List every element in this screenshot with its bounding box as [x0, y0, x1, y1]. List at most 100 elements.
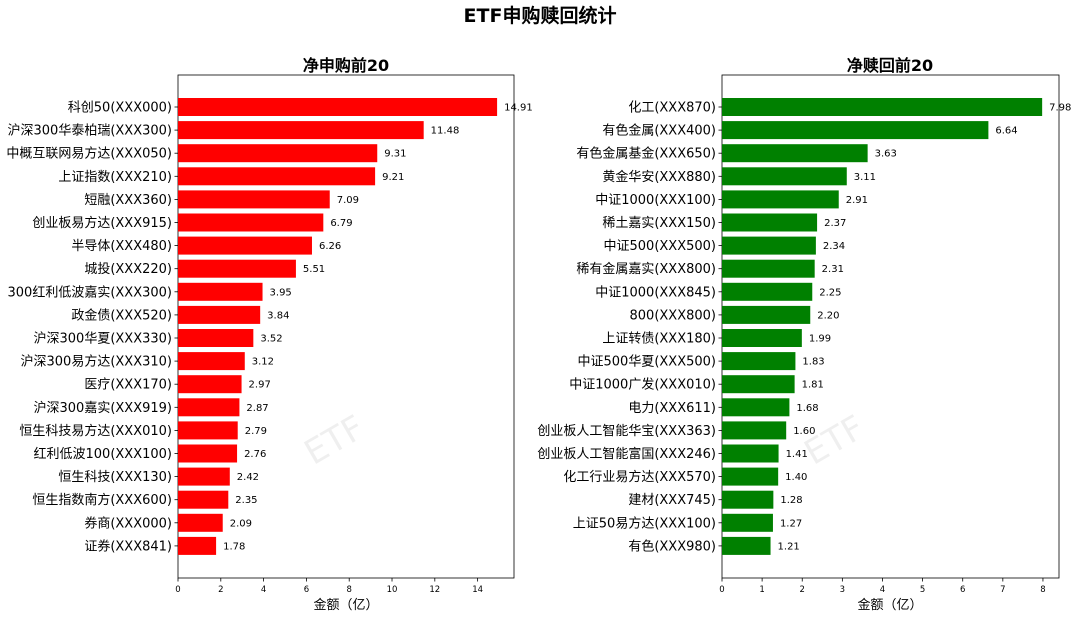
value-label: 1.81	[802, 380, 824, 391]
y-tick-label: 中证1000(XXX845)	[595, 285, 716, 300]
bar	[722, 352, 796, 371]
bar	[178, 375, 242, 394]
y-tick-label: 沪深300易方达(XXX310)	[21, 354, 173, 370]
bar	[722, 190, 839, 209]
y-tick-label: 有色金属基金(XXX650)	[576, 146, 716, 162]
x-axis-label: 金额（亿）	[857, 597, 922, 613]
plot-area	[721, 74, 1060, 579]
panel-title: 净赎回前20	[847, 56, 933, 75]
bar	[722, 305, 811, 324]
value-label: 6.64	[995, 126, 1017, 137]
y-tick-label: 有色金属(XXX400)	[602, 123, 716, 139]
y-tick-label: 中证1000广发(XXX010)	[569, 377, 716, 393]
bar	[178, 167, 376, 186]
bar	[178, 190, 330, 209]
y-tick-label: 化工(XXX870)	[628, 101, 716, 116]
x-tick-label: 6	[304, 585, 309, 595]
bar	[722, 398, 790, 417]
bar	[178, 444, 238, 463]
value-label: 3.52	[260, 334, 282, 345]
bar	[178, 329, 254, 347]
y-tick-label: 有色(XXX980)	[628, 538, 716, 554]
y-tick-label: 科创50(XXX000)	[68, 101, 172, 116]
value-label: 5.51	[303, 264, 325, 275]
bar	[178, 213, 324, 232]
bar	[178, 352, 245, 371]
value-label: 3.11	[854, 172, 876, 183]
y-tick-label: 创业板易方达(XXX915)	[32, 215, 172, 231]
value-label: 1.60	[793, 426, 815, 437]
y-tick-label: 红利低波100(XXX100)	[34, 446, 173, 462]
bar	[722, 282, 813, 301]
y-tick-label: 政金债(XXX520)	[71, 307, 172, 323]
bar	[722, 513, 773, 532]
value-label: 2.20	[817, 310, 839, 321]
x-tick-label: 4	[261, 585, 266, 595]
value-label: 9.31	[384, 149, 406, 160]
bar	[178, 98, 498, 116]
bar	[722, 375, 795, 394]
value-label: 1.21	[778, 541, 800, 552]
x-tick-label: 7	[1000, 585, 1005, 595]
y-tick-label: 中概互联网易方达(XXX050)	[6, 146, 172, 162]
y-tick-label: 创业板人工智能华宝(XXX363)	[537, 424, 716, 439]
value-label: 2.76	[244, 449, 266, 460]
bar	[178, 305, 261, 324]
bar	[178, 536, 217, 555]
y-tick-label: 黄金华安(XXX880)	[602, 169, 716, 185]
y-tick-label: 上证指数(XXX210)	[58, 170, 172, 185]
bar	[722, 329, 802, 347]
y-tick-label: 证券(XXX841)	[84, 538, 172, 554]
bar	[722, 536, 771, 555]
y-tick-label: 城投(XXX220)	[84, 261, 172, 277]
y-tick-label: 建材(XXX745)	[628, 493, 716, 508]
value-label: 2.91	[846, 195, 868, 206]
bar	[178, 398, 240, 417]
value-label: 1.83	[802, 357, 824, 368]
x-tick-label: 6	[960, 585, 965, 595]
value-label: 1.27	[780, 518, 802, 529]
value-label: 7.98	[1049, 103, 1071, 114]
bar	[178, 513, 223, 532]
bar	[722, 490, 774, 509]
value-label: 6.79	[330, 218, 352, 229]
y-tick-label: 短融(XXX360)	[84, 193, 172, 208]
panel-title: 净申购前20	[303, 56, 389, 75]
x-tick-label: 0	[719, 585, 724, 595]
y-tick-label: 沪深300华泰柏瑞(XXX300)	[8, 123, 173, 139]
value-label: 2.79	[245, 426, 267, 437]
bar	[722, 98, 1043, 116]
y-tick-label: 300红利低波嘉实(XXX300)	[8, 284, 173, 300]
x-tick-label: 8	[346, 585, 351, 595]
bar	[722, 121, 989, 140]
value-label: 2.34	[823, 241, 845, 252]
value-label: 1.99	[809, 334, 831, 345]
plot-area	[177, 74, 515, 579]
y-tick-label: 恒生科技(XXX130)	[58, 470, 172, 485]
x-tick-label: 14	[472, 585, 483, 595]
value-label: 1.68	[796, 403, 818, 414]
value-label: 2.42	[237, 472, 259, 483]
y-tick-label: 800(XXX800)	[630, 308, 717, 323]
x-tick-label: 5	[920, 585, 925, 595]
value-label: 2.97	[249, 380, 271, 391]
panel-net-redemption: 净赎回前20 金额（亿） ETF 0 1 2 3 4 5 6 7 8 化工(XXX870) 7.98…	[537, 56, 1071, 613]
value-label: 3.12	[252, 357, 274, 368]
y-tick-label: 沪深300嘉实(XXX919)	[34, 400, 173, 416]
value-label: 2.31	[822, 264, 844, 275]
value-label: 2.25	[819, 287, 841, 298]
bar	[178, 121, 424, 140]
y-tick-label: 恒生指数南方(XXX600)	[32, 492, 172, 508]
bar	[178, 490, 229, 509]
bar	[178, 144, 378, 163]
value-label: 2.87	[246, 403, 268, 414]
x-tick-label: 0	[175, 585, 180, 595]
value-label: 1.40	[785, 472, 807, 483]
y-tick-label: 化工行业易方达(XXX570)	[563, 469, 716, 485]
value-label: 11.48	[431, 126, 460, 137]
value-label: 1.28	[780, 495, 802, 506]
x-tick-label: 10	[387, 585, 398, 595]
value-label: 2.09	[230, 518, 252, 529]
watermark: ETF	[798, 408, 872, 474]
y-tick-label: 恒生科技易方达(XXX010)	[19, 423, 172, 439]
